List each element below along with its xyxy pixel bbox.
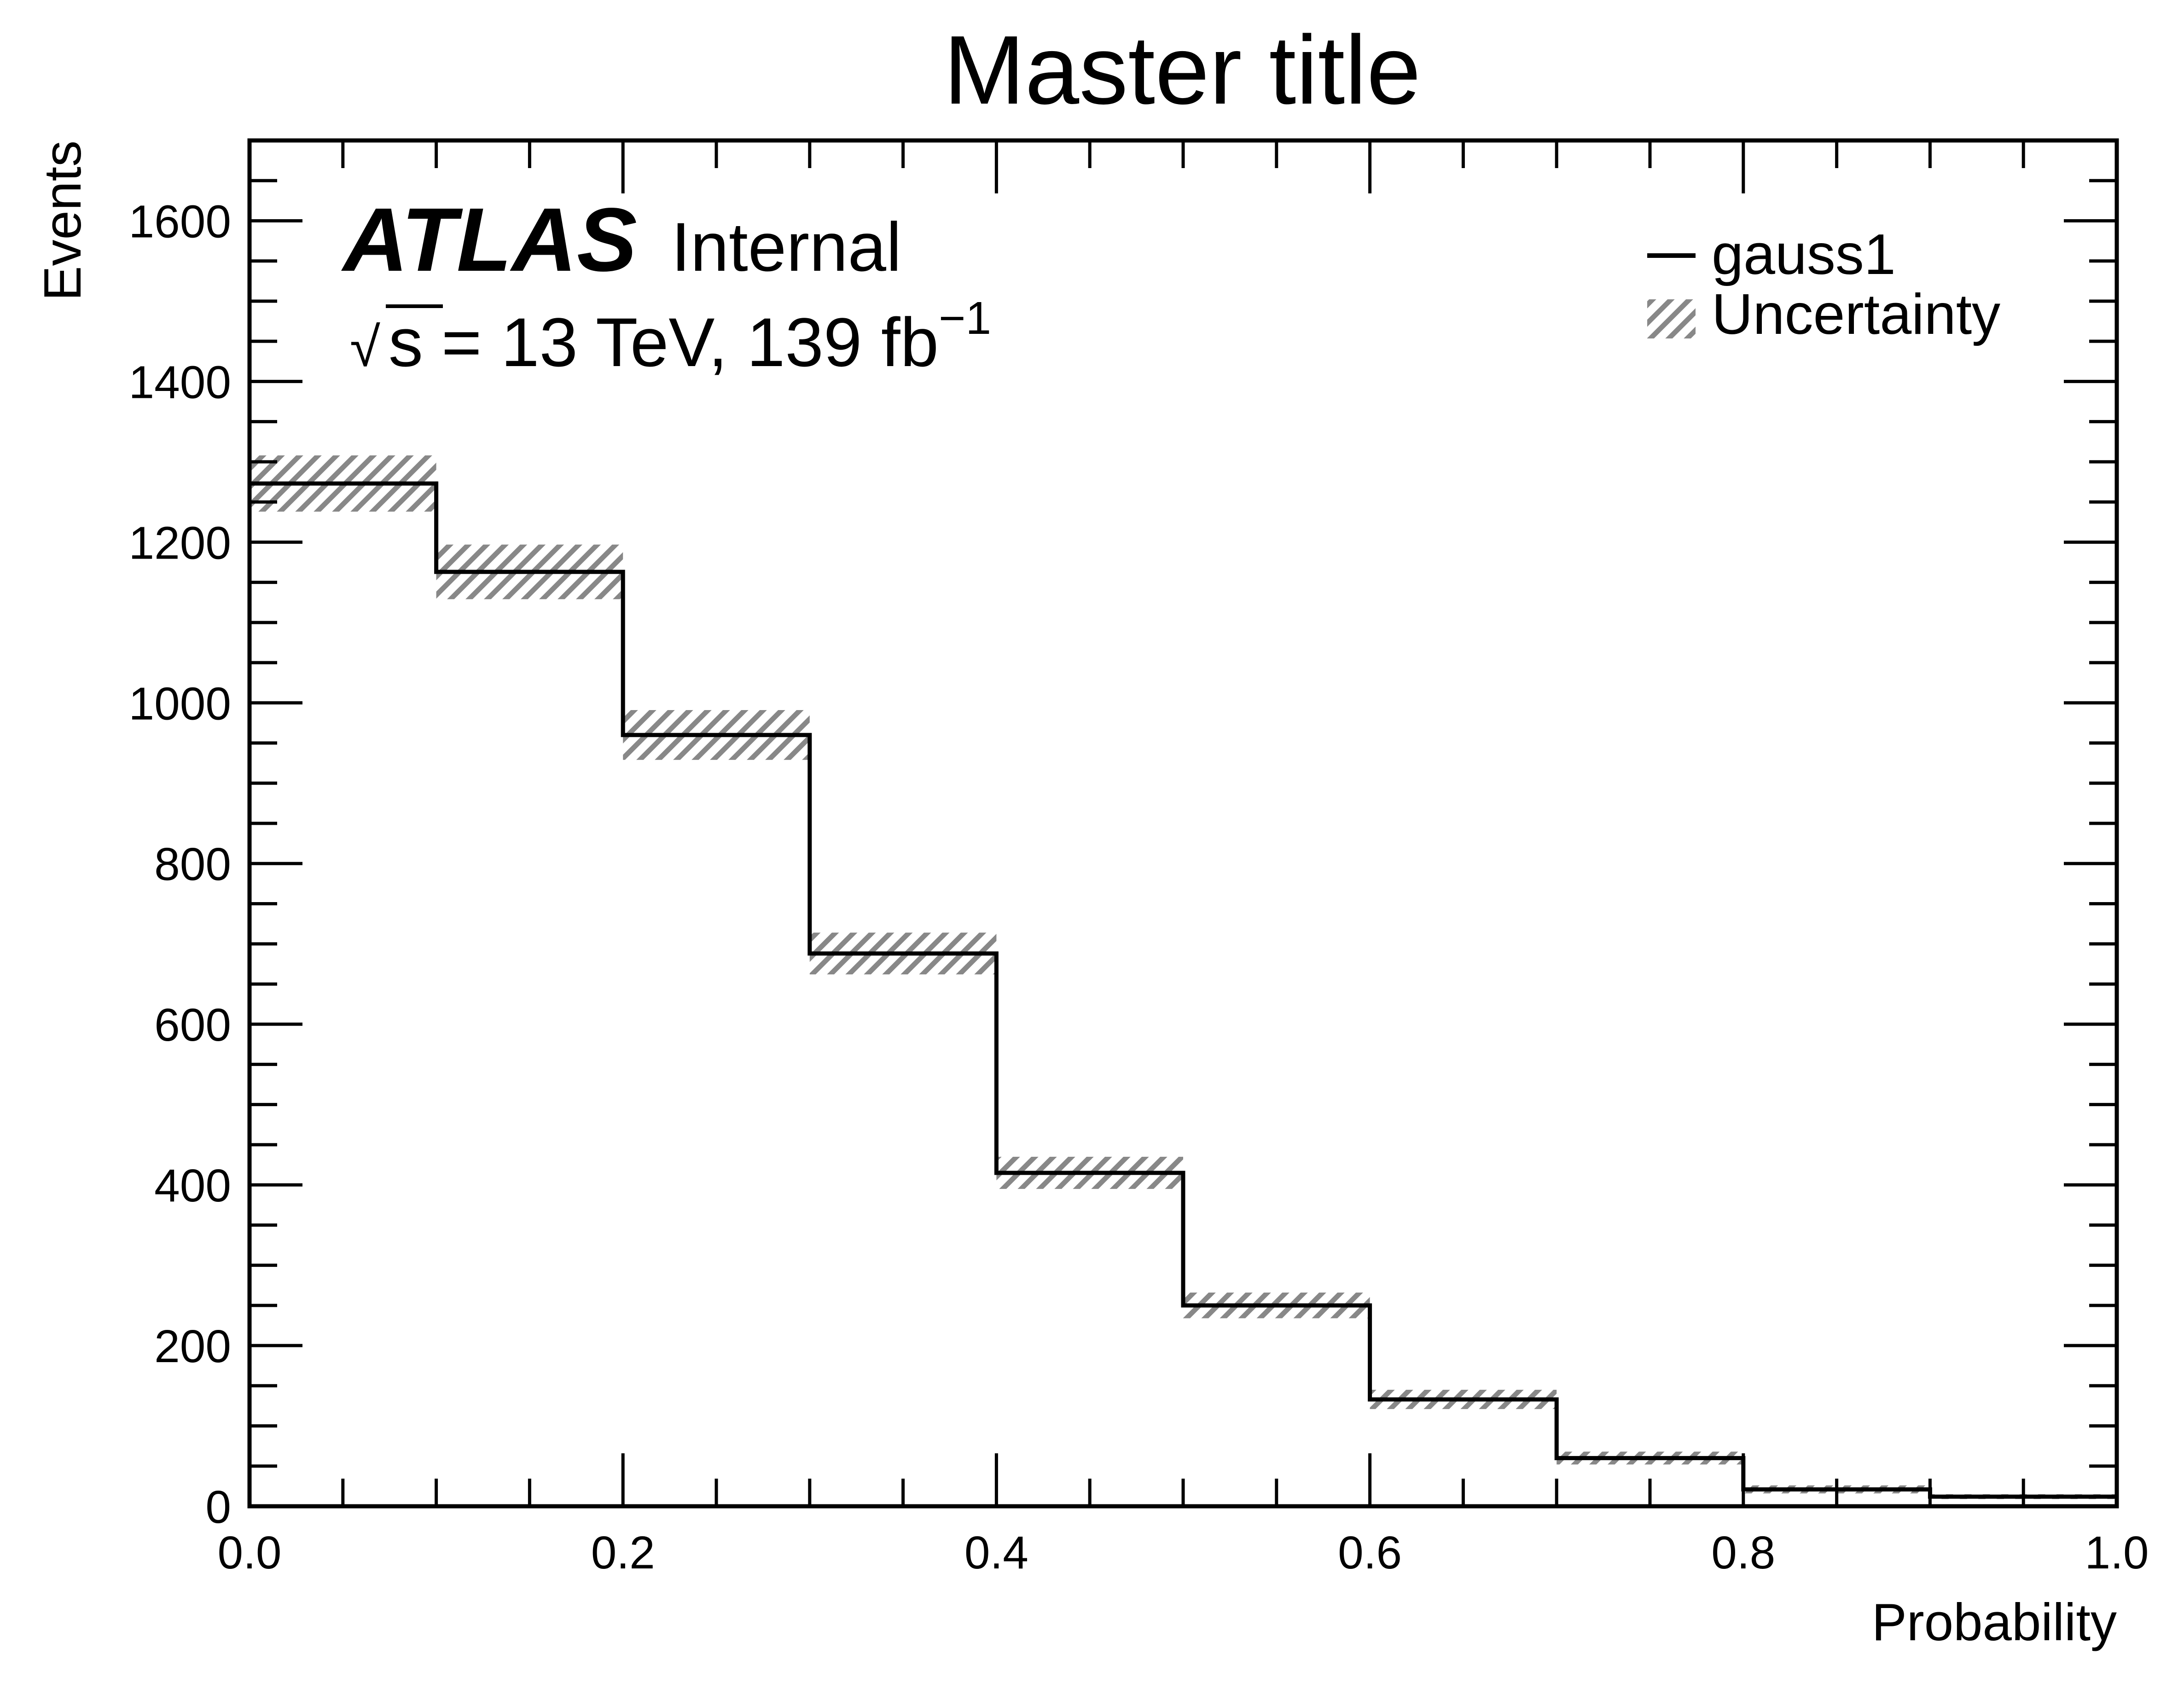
- y-tick-label: 1200: [129, 517, 231, 569]
- s-symbol: s: [389, 303, 423, 381]
- y-tick-label: 1400: [129, 356, 231, 408]
- y-tick-label: 200: [154, 1321, 231, 1372]
- x-tick-label: 1.0: [2085, 1527, 2149, 1579]
- y-tick-label: 1600: [129, 196, 231, 247]
- sqrt-symbol: √: [350, 316, 380, 378]
- y-axis-ticks: 0 200 400 600 800 1000 1200 1400 1600: [129, 139, 2117, 1533]
- uncertainty-bands: [250, 455, 2117, 1499]
- legend: gauss1 Uncertainty: [1647, 223, 2000, 346]
- x-tick-label: 0.2: [591, 1527, 655, 1579]
- y-tick-label: 1000: [129, 678, 231, 729]
- chart-title: Master title: [944, 15, 1421, 124]
- histogram-series: [250, 481, 2117, 1499]
- energy-text: = 13 TeV, 139 fb: [441, 303, 939, 381]
- x-axis-label: Probability: [1872, 1593, 2117, 1652]
- x-tick-label: 0.8: [1711, 1527, 1775, 1579]
- x-tick-label: 0.6: [1338, 1527, 1402, 1579]
- gauss1-histogram-line: [250, 481, 2117, 1499]
- y-tick-label: 400: [154, 1160, 231, 1212]
- plot-frame: [247, 138, 2119, 1509]
- y-tick-label: 800: [154, 839, 231, 890]
- atlas-label: ATLAS: [341, 189, 637, 290]
- y-axis-label: Events: [34, 140, 92, 301]
- x-axis-ticks: 0.0 0.2 0.4 0.6 0.8 1.0: [217, 140, 2149, 1579]
- legend-uncertainty-hatch-icon: [1647, 299, 1696, 338]
- status-label: Internal: [671, 208, 901, 286]
- lumi-exponent: −1: [939, 292, 991, 344]
- y-tick-label: 0: [205, 1481, 231, 1533]
- y-tick-label: 600: [154, 999, 231, 1051]
- x-tick-label: 0.0: [217, 1527, 281, 1579]
- x-tick-label: 0.4: [964, 1527, 1028, 1579]
- legend-uncertainty-label: Uncertainty: [1712, 283, 2000, 346]
- energy-label: √ s = 13 TeV, 139 fb−1: [350, 292, 991, 381]
- legend-gauss1-label: gauss1: [1712, 223, 1896, 286]
